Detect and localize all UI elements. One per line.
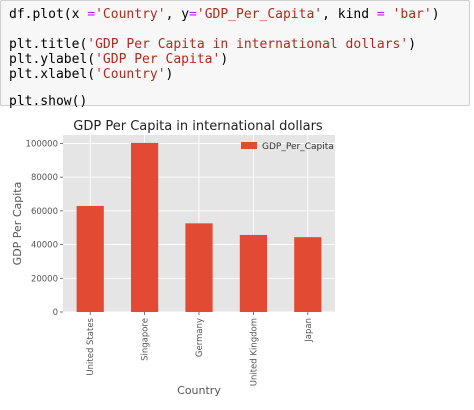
code-token: = [189, 7, 197, 22]
code-line: plt.xlabel('Country') [9, 67, 173, 82]
chart-title: GDP Per Capita in international dollars [73, 119, 323, 134]
legend-label: GDP_Per_Capita [262, 142, 334, 152]
code-token: ) [165, 67, 174, 82]
code-token: ) [220, 52, 229, 67]
code-token [385, 7, 393, 22]
code-token: plt.ylabel( [9, 52, 96, 67]
code-token: ) [431, 7, 440, 22]
x-axis-ticks: United States Singapore Germany United King… [86, 312, 314, 386]
legend: GDP_Per_Capita [241, 142, 334, 152]
x-tick-label: Japan [304, 318, 314, 343]
y-tick-label: 100000 [26, 139, 58, 149]
code-token: 'Country' [95, 67, 166, 82]
code-token: plt.show() [9, 94, 88, 109]
y-axis-label: GDP Per Capita [11, 182, 24, 266]
code-token: = [376, 7, 385, 22]
x-axis-label: Country [177, 384, 221, 397]
y-tick-label: 80000 [31, 173, 58, 183]
y-tick-label: 60000 [31, 207, 58, 217]
code-token: 'GDP Per Capita' [95, 52, 221, 67]
code-token: plt.title( [9, 37, 88, 52]
y-tick-label: 0 [53, 308, 58, 318]
code-line: df.plot(x ='Country', y='GDP_Per_Capita'… [9, 7, 440, 22]
bar [76, 205, 104, 312]
code-cell[interactable]: df.plot(x ='Country', y='GDP_Per_Capita'… [0, 0, 470, 109]
y-tick-label: 20000 [31, 274, 58, 284]
bar-chart: GDP Per Capita in international dollars … [11, 119, 335, 397]
code-token: , y [165, 7, 190, 22]
bar [131, 142, 159, 312]
x-tick-label: United Kingdom [249, 318, 259, 386]
bar [239, 234, 267, 312]
bar [294, 237, 322, 312]
code-token: df.plot(x [9, 7, 88, 22]
code-token: 'GDP_Per_Capita' [196, 7, 323, 22]
x-tick-label: Germany [195, 318, 205, 357]
bar [185, 223, 213, 312]
code-token: plt.xlabel( [9, 67, 96, 82]
code-line: plt.show() [9, 94, 87, 109]
code-token: 'Country' [95, 7, 166, 22]
y-tick-label: 40000 [31, 241, 58, 251]
code-token: , kind [322, 7, 377, 22]
code-token: 'GDP Per Capita in international dollars… [87, 37, 409, 52]
legend-swatch [241, 142, 257, 149]
bars [76, 142, 322, 312]
y-axis-ticks: 0 20000 40000 60000 80000 100000 [26, 139, 63, 318]
code-token: = [87, 7, 96, 22]
x-tick-label: Singapore [141, 318, 151, 361]
code-line: plt.ylabel('GDP Per Capita') [9, 52, 228, 67]
code-line: plt.title('GDP Per Capita in internation… [9, 37, 416, 52]
code-token: ) [408, 37, 417, 52]
x-tick-label: United States [86, 317, 96, 375]
code-token: 'bar' [392, 7, 432, 22]
